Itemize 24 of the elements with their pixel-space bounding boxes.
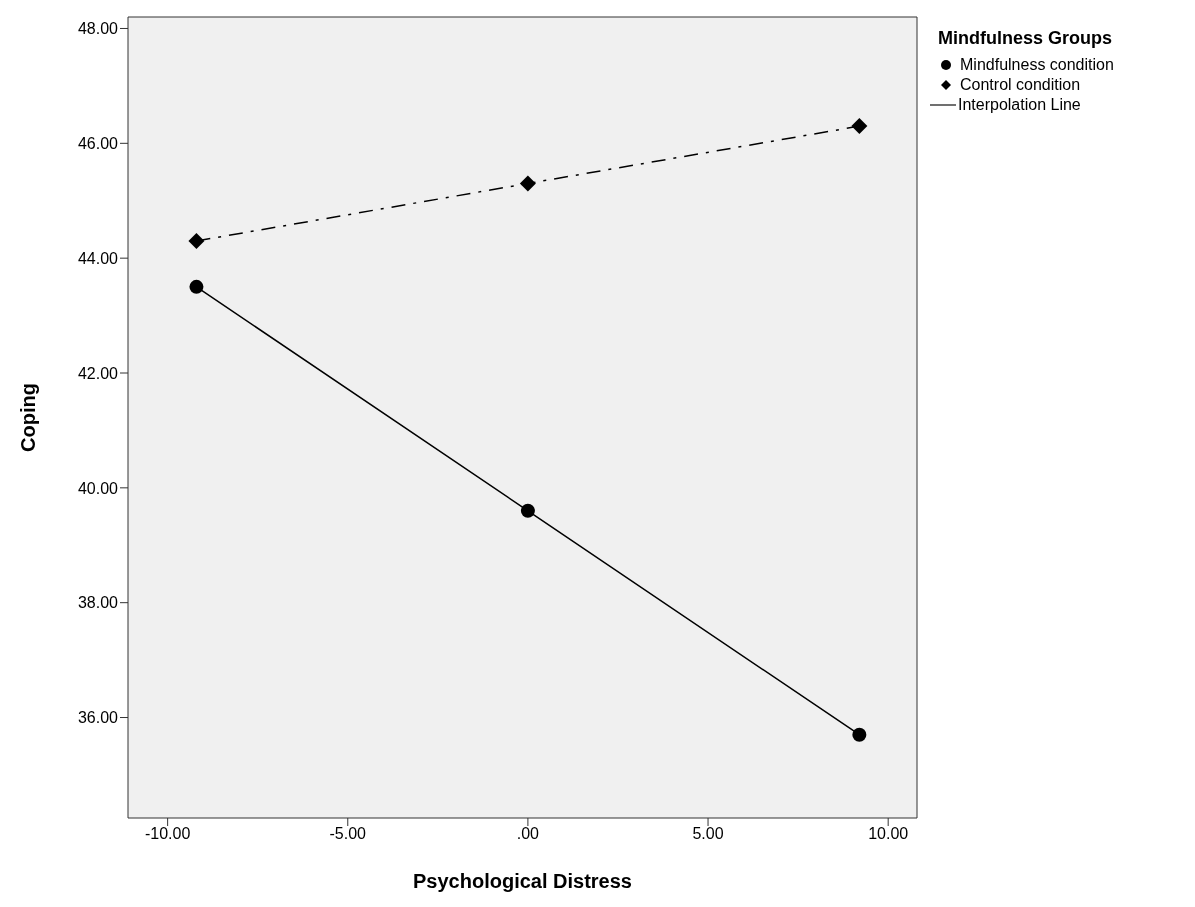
y-tick-label: 44.00: [77, 249, 119, 267]
x-tick-label: 10.00: [868, 825, 909, 843]
y-tick-label: 48.00: [77, 20, 119, 38]
y-tick-label: 42.00: [77, 364, 119, 382]
y-tick-label: 38.00: [77, 594, 119, 612]
legend-label: Control condition: [960, 76, 1081, 94]
legend-title: Mindfulness Groups: [938, 28, 1113, 49]
x-tick-label: -10.00: [144, 825, 191, 843]
point: [851, 118, 868, 135]
y-axis-title: Coping: [17, 383, 40, 452]
point: [188, 232, 205, 249]
x-tick-label: .00: [516, 825, 540, 843]
y-tick-label: 46.00: [77, 135, 119, 152]
point: [519, 175, 536, 192]
y-tick-label: 36.00: [77, 709, 119, 727]
x-tick-label: 5.00: [692, 825, 724, 843]
legend-label: Mindfulness condition: [960, 56, 1114, 74]
y-tick-label: 40.00: [77, 479, 119, 497]
x-axis-title: Psychological Distress: [413, 870, 632, 892]
point: [852, 727, 867, 742]
point: [520, 503, 535, 518]
text: Interpolation Line: [958, 96, 1081, 114]
point: [189, 279, 204, 294]
x-tick-label: -5.00: [329, 825, 367, 843]
